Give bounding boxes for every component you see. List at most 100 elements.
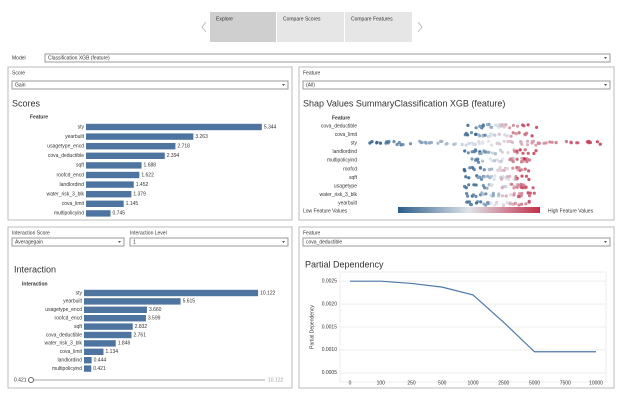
shap-dot bbox=[521, 151, 525, 155]
feature-label: cova_deductible bbox=[321, 123, 357, 129]
dropdown-value[interactable]: Averagegain bbox=[15, 240, 43, 246]
tab[interactable] bbox=[277, 12, 344, 42]
shap-dot bbox=[487, 122, 491, 127]
shap-dot bbox=[474, 183, 478, 187]
shap-dot bbox=[513, 177, 517, 181]
category-label: yearbuilt bbox=[63, 299, 83, 305]
shap-dot bbox=[460, 142, 464, 147]
dropdown-value[interactable]: cova_deductible bbox=[306, 240, 342, 246]
shap-dot bbox=[474, 194, 478, 198]
shap-dot bbox=[490, 143, 494, 147]
tab[interactable] bbox=[210, 12, 276, 42]
bar bbox=[86, 210, 111, 217]
shap-dot bbox=[489, 132, 493, 136]
value-label: 1.452 bbox=[136, 182, 149, 188]
model-label: Model bbox=[12, 55, 26, 61]
shap-dot bbox=[424, 141, 428, 145]
control-label: Interaction Score bbox=[12, 230, 50, 236]
tab-label[interactable]: Compare Features bbox=[351, 16, 393, 22]
shap-dot bbox=[497, 193, 501, 197]
dropdown-value[interactable]: 1 bbox=[133, 240, 136, 246]
shap-dot bbox=[500, 123, 504, 127]
shap-dot bbox=[452, 142, 456, 147]
dropdown-arrow[interactable] bbox=[604, 57, 607, 59]
y-tick-label: 0.0005 bbox=[322, 370, 338, 376]
shap-dot bbox=[487, 150, 491, 154]
dropdown-value[interactable]: Gain bbox=[15, 83, 26, 89]
next-arrow[interactable] bbox=[417, 21, 423, 33]
shap-dot bbox=[482, 202, 486, 206]
shap-dot bbox=[511, 166, 515, 170]
dropdown-arrow[interactable] bbox=[604, 84, 607, 86]
dropdown[interactable] bbox=[302, 237, 611, 247]
shap-dot bbox=[482, 149, 486, 153]
prev-arrow[interactable] bbox=[201, 21, 207, 33]
shap-dot bbox=[472, 150, 476, 154]
dropdown-arrow[interactable] bbox=[118, 241, 121, 243]
dropdown-arrow[interactable] bbox=[282, 241, 285, 243]
shap-dot bbox=[466, 194, 470, 198]
value-label: 1.134 bbox=[106, 349, 119, 355]
value-label: 5.344 bbox=[264, 124, 277, 130]
panel-title: Shap Values SummaryClassification XGB (f… bbox=[303, 98, 505, 108]
dropdown[interactable] bbox=[11, 237, 125, 247]
shap-dot bbox=[475, 158, 480, 162]
shap-dot bbox=[469, 203, 474, 207]
value-label: 2.718 bbox=[177, 144, 190, 150]
category-label: sty bbox=[76, 290, 83, 296]
bar bbox=[86, 162, 142, 169]
shap-dot bbox=[375, 141, 379, 145]
shap-dot bbox=[502, 139, 506, 143]
axis-header: Feature bbox=[332, 115, 350, 121]
bar bbox=[86, 200, 124, 207]
shap-dot bbox=[508, 174, 512, 178]
shap-dot bbox=[498, 142, 502, 146]
dropdown-arrow[interactable] bbox=[282, 84, 285, 86]
tab[interactable] bbox=[345, 12, 412, 42]
shap-dot bbox=[598, 142, 602, 146]
shap-dot bbox=[387, 139, 391, 144]
dropdown-value[interactable]: Classification XGB (feature) bbox=[48, 56, 110, 62]
shap-dot bbox=[528, 191, 533, 195]
dropdown[interactable] bbox=[129, 237, 289, 247]
category-label: sqft bbox=[76, 163, 85, 169]
shap-dot bbox=[504, 167, 508, 171]
shap-dot bbox=[515, 185, 519, 189]
dropdown[interactable] bbox=[44, 53, 611, 63]
panel-title: Partial Dependency bbox=[305, 259, 384, 269]
dropdown-arrow[interactable] bbox=[604, 241, 607, 243]
shap-dot bbox=[395, 142, 399, 147]
shap-dot bbox=[569, 140, 573, 144]
tab-label[interactable]: Compare Scores bbox=[283, 16, 321, 22]
shap-dot bbox=[491, 191, 495, 195]
shap-dot bbox=[564, 139, 569, 144]
value-label: 2.394 bbox=[167, 153, 180, 159]
shap-dot bbox=[488, 157, 492, 161]
shap-dot bbox=[527, 177, 531, 182]
shap-dot bbox=[585, 140, 589, 144]
shap-dot bbox=[493, 152, 498, 156]
shap-dot bbox=[519, 140, 523, 144]
shap-dot bbox=[494, 202, 498, 206]
shap-dot bbox=[463, 149, 467, 153]
shap-dot bbox=[508, 201, 512, 206]
shap-dot bbox=[493, 174, 497, 178]
tab-label[interactable]: Explore bbox=[216, 16, 233, 22]
control-label: Feature bbox=[303, 230, 320, 236]
shap-dot bbox=[510, 182, 514, 186]
shap-dot bbox=[491, 194, 495, 198]
shap-dot bbox=[500, 177, 504, 181]
feature-label: sty bbox=[351, 141, 358, 147]
dropdown-value[interactable]: (All) bbox=[306, 83, 315, 89]
shap-dot bbox=[370, 140, 374, 144]
shap-dot bbox=[440, 139, 444, 144]
shap-dot bbox=[520, 168, 524, 172]
value-label: 0.745 bbox=[113, 211, 126, 217]
feature-label: yearbuilt bbox=[338, 201, 358, 207]
dropdown[interactable] bbox=[11, 80, 289, 90]
slider-handle[interactable] bbox=[28, 377, 34, 383]
shap-dot bbox=[523, 167, 527, 171]
dropdown[interactable] bbox=[302, 80, 611, 90]
bar bbox=[84, 298, 181, 305]
shap-dot bbox=[397, 140, 401, 145]
